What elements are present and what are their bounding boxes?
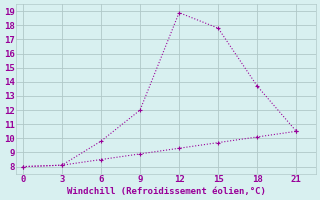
X-axis label: Windchill (Refroidissement éolien,°C): Windchill (Refroidissement éolien,°C): [67, 187, 266, 196]
